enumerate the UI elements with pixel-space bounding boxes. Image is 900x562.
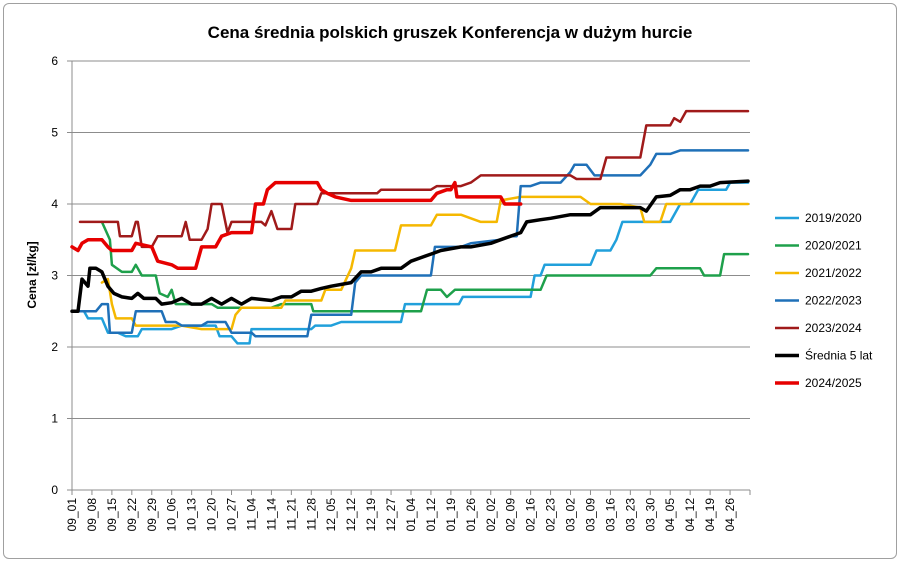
x-tick-label: 12_12 <box>344 498 358 532</box>
x-tick-label: 09_29 <box>145 498 159 532</box>
x-tick-label: 01_04 <box>404 498 418 532</box>
legend-label: 2020/2021 <box>805 239 862 253</box>
series-line-4 <box>70 149 750 338</box>
x-tick-label: 12_19 <box>364 498 378 532</box>
x-tick-label: 12_05 <box>324 498 338 532</box>
x-tick-label: 03_30 <box>643 498 657 532</box>
series-line-7 <box>70 180 523 271</box>
y-tick-label: 6 <box>51 54 58 68</box>
chart-title: Cena średnia polskich gruszek Konferencj… <box>208 23 693 42</box>
chart-frame <box>3 3 897 559</box>
y-tick-label: 1 <box>51 412 58 426</box>
x-tick-label: 03_09 <box>583 498 597 532</box>
legend-label: 2024/2025 <box>805 376 862 390</box>
x-tick-label: 03_02 <box>564 498 578 532</box>
x-tick-label: 11_04 <box>244 498 258 531</box>
y-tick-label: 3 <box>51 269 58 283</box>
x-tick-label: 09_08 <box>85 498 99 532</box>
x-ticks: 09_01 09_08 09_15 09_22 09_29 10_06 10_13 10_20… <box>65 490 751 532</box>
x-tick-label: 01_12 <box>424 498 438 532</box>
x-tick-label: 11_28 <box>304 498 318 531</box>
x-tick-label: 01_26 <box>464 498 478 532</box>
x-tick-label: 04_26 <box>723 498 737 532</box>
y-tick-label: 0 <box>51 483 58 497</box>
x-tick-label: 02_09 <box>504 498 518 532</box>
series-line-2 <box>100 220 750 313</box>
x-tick-label: 02_23 <box>544 498 558 532</box>
x-tick-label: 02_16 <box>524 498 538 532</box>
x-tick-label: 04_12 <box>683 498 697 532</box>
x-tick-label: 03_16 <box>603 498 617 532</box>
x-tick-label: 04_05 <box>663 498 677 532</box>
legend-label: Średnia 5 lat <box>805 348 873 363</box>
legend-label: 2019/2020 <box>805 211 862 225</box>
x-tick-label: 12_27 <box>384 498 398 532</box>
y-axis-label: Cena [zł/kg] <box>25 241 39 308</box>
x-tick-label: 02_02 <box>484 498 498 532</box>
x-tick-label: 11_21 <box>284 498 298 531</box>
y-tick-label: 4 <box>51 197 58 211</box>
x-tick-label: 10_06 <box>165 498 179 532</box>
x-tick-label: 09_01 <box>65 498 79 532</box>
x-tick-label: 11_14 <box>264 498 278 531</box>
series-line-6 <box>70 179 750 314</box>
x-tick-label: 09_22 <box>125 498 139 532</box>
series-lines <box>70 109 750 345</box>
x-tick-label: 01_19 <box>444 498 458 532</box>
x-tick-label: 03_23 <box>623 498 637 532</box>
series-line-1 <box>70 181 750 345</box>
x-tick-label: 09_15 <box>105 498 119 532</box>
y-tick-label: 2 <box>51 340 58 354</box>
legend: 2019/2020 2020/2021 2021/2022 2022/2023 2023… <box>775 211 873 390</box>
y-ticks: 0 1 2 3 4 5 6 <box>51 54 72 497</box>
x-tick-label: 10_27 <box>225 498 239 532</box>
x-tick-label: 10_13 <box>185 498 199 532</box>
legend-label: 2023/2024 <box>805 321 862 335</box>
x-tick-label: 04_19 <box>703 498 717 532</box>
y-tick-label: 5 <box>51 126 58 140</box>
x-tick-label: 10_20 <box>205 498 219 532</box>
series-line-5 <box>78 109 750 249</box>
legend-label: 2022/2023 <box>805 294 862 308</box>
legend-label: 2021/2022 <box>805 266 862 280</box>
